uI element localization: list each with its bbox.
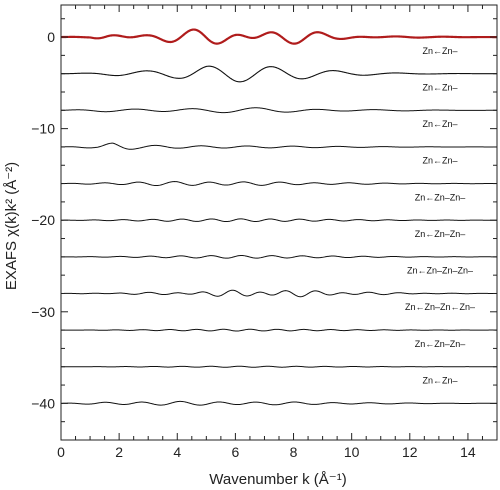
y-tick-label: −10 bbox=[31, 121, 55, 137]
series-line-path-4 bbox=[60, 181, 497, 187]
x-axis-title: Wavenumber k (Å⁻¹) bbox=[209, 471, 346, 488]
series-line-path-8 bbox=[60, 328, 498, 332]
path-label: Zn←Zn–Zn←Zn– bbox=[405, 302, 475, 312]
path-label: Zn←Zn–Zn– bbox=[415, 339, 466, 349]
x-tick-label: 14 bbox=[460, 444, 476, 460]
series-line-path-3 bbox=[60, 142, 497, 150]
series-line-path-9 bbox=[61, 365, 497, 368]
path-label: Zn←Zn– bbox=[422, 46, 457, 56]
path-label: Zn←Zn– bbox=[422, 156, 457, 166]
path-label: Zn←Zn–Zn– bbox=[415, 192, 466, 202]
x-tick-label: 2 bbox=[115, 444, 123, 460]
path-label: Zn←Zn– bbox=[422, 119, 457, 129]
path-label: Zn←Zn–Zn–Zn– bbox=[407, 266, 473, 276]
series-line-path-10 bbox=[60, 400, 498, 406]
x-tick-label: 8 bbox=[290, 444, 298, 460]
x-tick-label: 10 bbox=[344, 444, 360, 460]
y-tick-label: −30 bbox=[31, 304, 55, 320]
path-labels: Zn←Zn–Zn←Zn–Zn←Zn–Zn←Zn–Zn←Zn–Zn–Zn←Zn–Z… bbox=[405, 46, 475, 386]
series-line-path-2 bbox=[60, 107, 497, 114]
axes: 0 2 4 6 8 10 12 14 0 −10 −20 −30 −40 bbox=[31, 4, 498, 460]
path-label: Zn←Zn– bbox=[422, 375, 457, 385]
series-line-total bbox=[60, 28, 498, 45]
y-tick-label: 0 bbox=[47, 29, 55, 45]
x-tick-label: 4 bbox=[173, 444, 181, 460]
series-layer bbox=[60, 28, 498, 406]
series-line-path-7 bbox=[61, 289, 498, 298]
x-tick-label: 6 bbox=[232, 444, 240, 460]
series-line-path-1 bbox=[60, 65, 498, 83]
y-axis-title: EXAFS χ(k)k² (Å⁻²) bbox=[3, 162, 20, 290]
y-tick-label: −40 bbox=[31, 395, 55, 411]
path-label: Zn←Zn– bbox=[422, 82, 457, 92]
series-line-path-6 bbox=[61, 255, 498, 259]
y-tick-label: −20 bbox=[31, 212, 55, 228]
path-label: Zn←Zn–Zn– bbox=[415, 229, 466, 239]
x-tick-label: 0 bbox=[57, 444, 65, 460]
x-tick-label: 12 bbox=[402, 444, 418, 460]
series-line-path-5 bbox=[60, 218, 498, 223]
